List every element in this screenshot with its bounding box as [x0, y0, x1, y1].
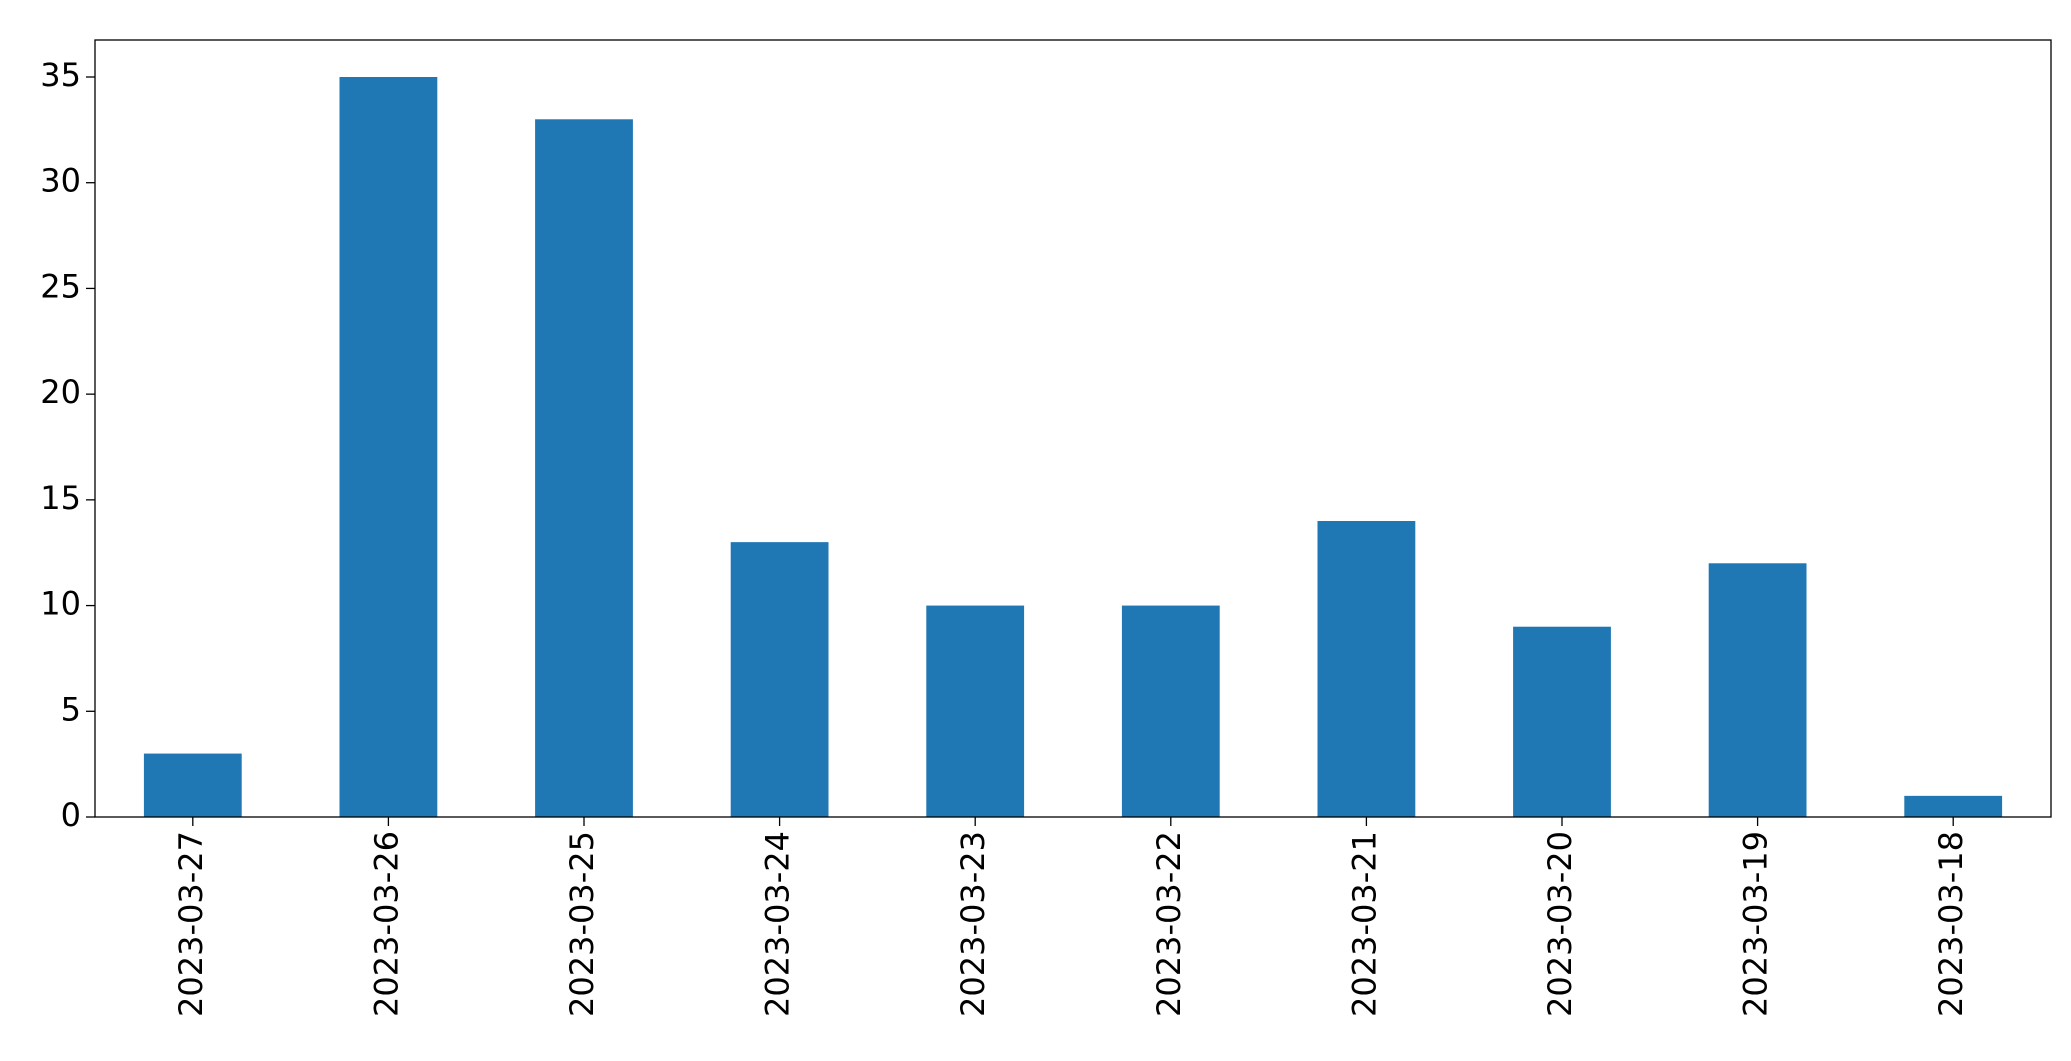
bar — [1904, 795, 2003, 817]
x-tick-label: 2023-03-25 — [563, 831, 601, 1017]
x-tick-label: 2023-03-20 — [1541, 831, 1579, 1017]
y-tick-label: 35 — [40, 56, 81, 94]
x-tick-label: 2023-03-18 — [1932, 831, 1970, 1017]
bar — [1121, 605, 1220, 817]
x-tick-label: 2023-03-24 — [759, 831, 797, 1017]
y-tick-label: 15 — [40, 479, 81, 517]
x-tick-label: 2023-03-21 — [1345, 831, 1383, 1017]
x-tick-label: 2023-03-22 — [1150, 831, 1188, 1017]
bar — [1317, 521, 1416, 817]
plot-frame — [94, 39, 2052, 818]
bar — [730, 542, 829, 817]
bar — [1708, 563, 1807, 817]
y-tick-label: 5 — [61, 690, 81, 728]
bar — [339, 77, 438, 817]
x-tick-label: 2023-03-19 — [1737, 831, 1775, 1017]
x-tick-label: 2023-03-26 — [367, 831, 405, 1017]
x-tick-label: 2023-03-27 — [172, 831, 210, 1017]
y-tick-label: 10 — [40, 585, 81, 623]
bar — [1513, 626, 1611, 817]
y-tick-label: 0 — [61, 796, 81, 834]
x-tick-label: 2023-03-23 — [954, 831, 992, 1017]
bar — [926, 605, 1025, 817]
y-tick-label: 25 — [40, 267, 81, 305]
bar — [535, 119, 633, 818]
y-tick-label: 30 — [40, 162, 81, 200]
y-tick-label: 20 — [40, 373, 81, 411]
bar — [143, 753, 242, 817]
